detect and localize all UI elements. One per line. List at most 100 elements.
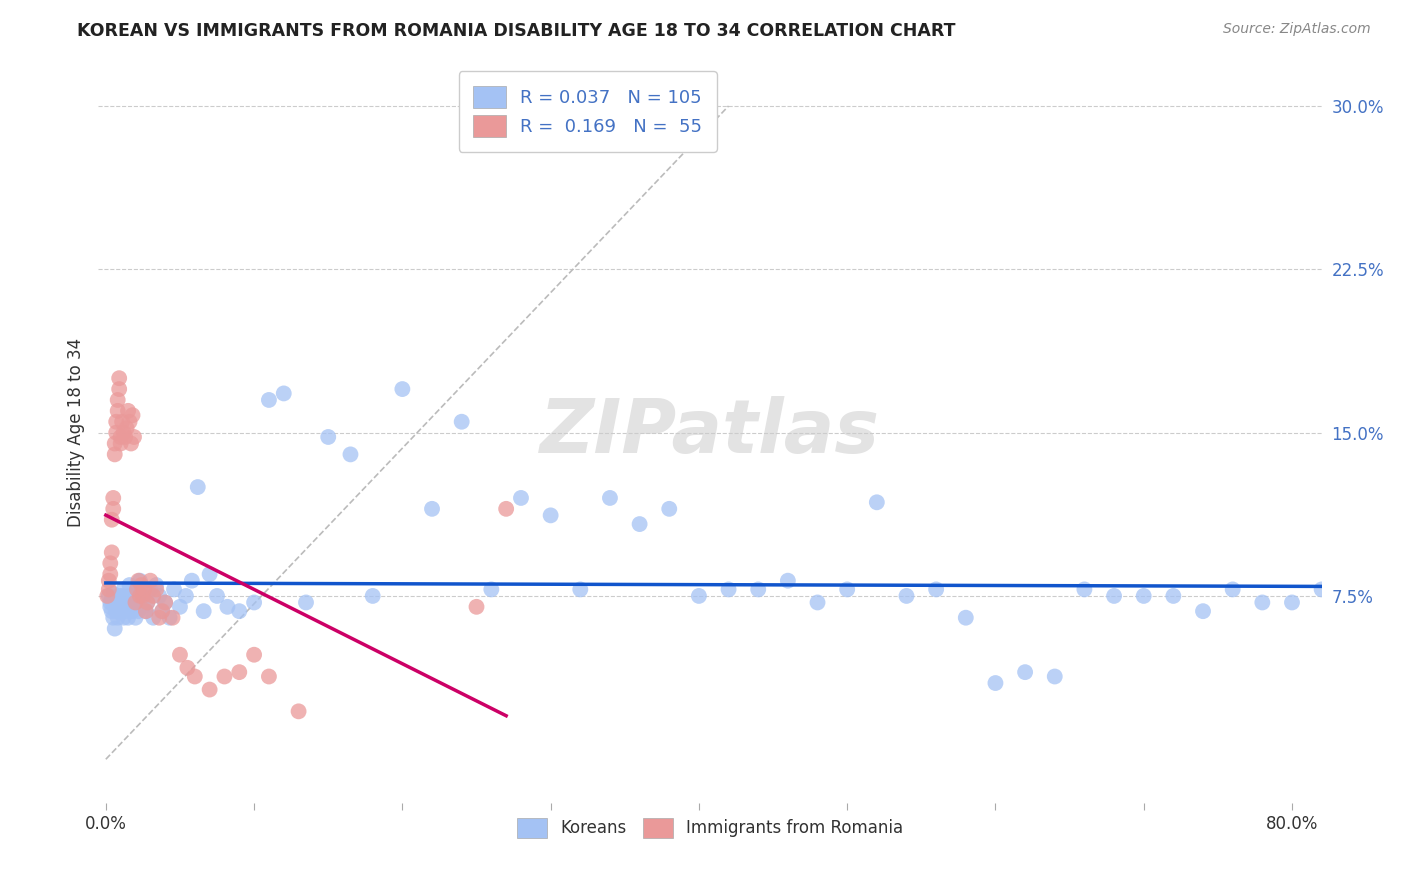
Point (104, 622, 127, 636)
Point (107, 404, 129, 418)
Point (100, 545, 122, 559)
Point (599, 491, 621, 505)
Point (450, 415, 472, 429)
Point (540, 508, 562, 523)
Point (1369, 480, 1392, 494)
Point (108, 382, 131, 396)
Point (228, 604, 250, 618)
Point (174, 589, 197, 603)
Point (145, 582, 167, 597)
Point (257, 669, 280, 683)
Point (228, 665, 250, 680)
Point (112, 611, 135, 625)
Point (896, 589, 918, 603)
Point (125, 582, 148, 597)
Point (112, 425, 135, 440)
Point (1073, 582, 1095, 597)
Point (100, 604, 122, 618)
Point (510, 491, 533, 505)
Point (136, 595, 159, 609)
Point (112, 582, 135, 597)
Point (273, 386, 295, 401)
Point (134, 589, 156, 603)
Point (316, 430, 339, 444)
Point (214, 669, 236, 683)
Point (1310, 582, 1333, 597)
Point (108, 589, 131, 603)
Point (1385, 582, 1406, 597)
Point (162, 611, 184, 625)
Point (104, 436, 127, 450)
Point (118, 599, 141, 614)
Point (925, 582, 948, 597)
Point (107, 392, 129, 407)
Point (103, 611, 125, 625)
Point (115, 421, 138, 435)
Point (193, 604, 215, 618)
Point (103, 491, 125, 505)
Point (139, 574, 162, 588)
Point (103, 501, 125, 516)
Point (125, 582, 148, 597)
Point (96, 589, 118, 603)
Point (628, 517, 651, 532)
Point (688, 589, 710, 603)
Point (776, 574, 799, 588)
Point (105, 425, 128, 440)
Point (391, 382, 413, 396)
Point (984, 676, 1007, 690)
Point (105, 595, 128, 609)
Y-axis label: Disability Age 18 to 34: Disability Age 18 to 34 (66, 338, 84, 527)
Point (806, 595, 828, 609)
Point (124, 595, 146, 609)
Point (104, 447, 127, 461)
Legend: Koreans, Immigrants from Romania: Koreans, Immigrants from Romania (509, 809, 911, 847)
Point (145, 578, 167, 592)
Point (114, 595, 136, 609)
Point (97, 574, 120, 588)
Point (180, 574, 202, 588)
Point (107, 611, 129, 625)
Point (121, 604, 143, 618)
Point (117, 404, 139, 418)
Point (120, 436, 142, 450)
Point (1132, 589, 1154, 603)
Point (114, 604, 136, 618)
Point (104, 599, 127, 614)
Point (287, 704, 309, 718)
Point (108, 371, 131, 385)
Point (142, 589, 165, 603)
Point (148, 589, 170, 603)
Point (153, 595, 176, 609)
Point (569, 582, 592, 597)
Point (1102, 589, 1125, 603)
Point (98, 599, 121, 614)
Point (122, 589, 145, 603)
Point (1192, 604, 1215, 618)
Point (135, 604, 157, 618)
Point (111, 593, 134, 607)
Point (479, 582, 502, 597)
Point (150, 604, 173, 618)
Point (420, 501, 443, 516)
Point (127, 574, 149, 588)
Point (150, 604, 173, 618)
Point (105, 604, 128, 618)
Point (243, 648, 266, 662)
Point (1222, 582, 1244, 597)
Point (129, 589, 152, 603)
Point (747, 582, 769, 597)
Text: Source: ZipAtlas.com: Source: ZipAtlas.com (1223, 22, 1371, 37)
Point (198, 682, 221, 697)
Point (127, 604, 149, 618)
Point (159, 611, 181, 625)
Point (1163, 589, 1185, 603)
Point (98, 567, 121, 582)
Point (1251, 595, 1274, 609)
Point (717, 582, 740, 597)
Point (115, 599, 138, 614)
Point (139, 582, 162, 597)
Point (148, 611, 170, 625)
Point (1340, 595, 1362, 609)
Point (111, 589, 134, 603)
